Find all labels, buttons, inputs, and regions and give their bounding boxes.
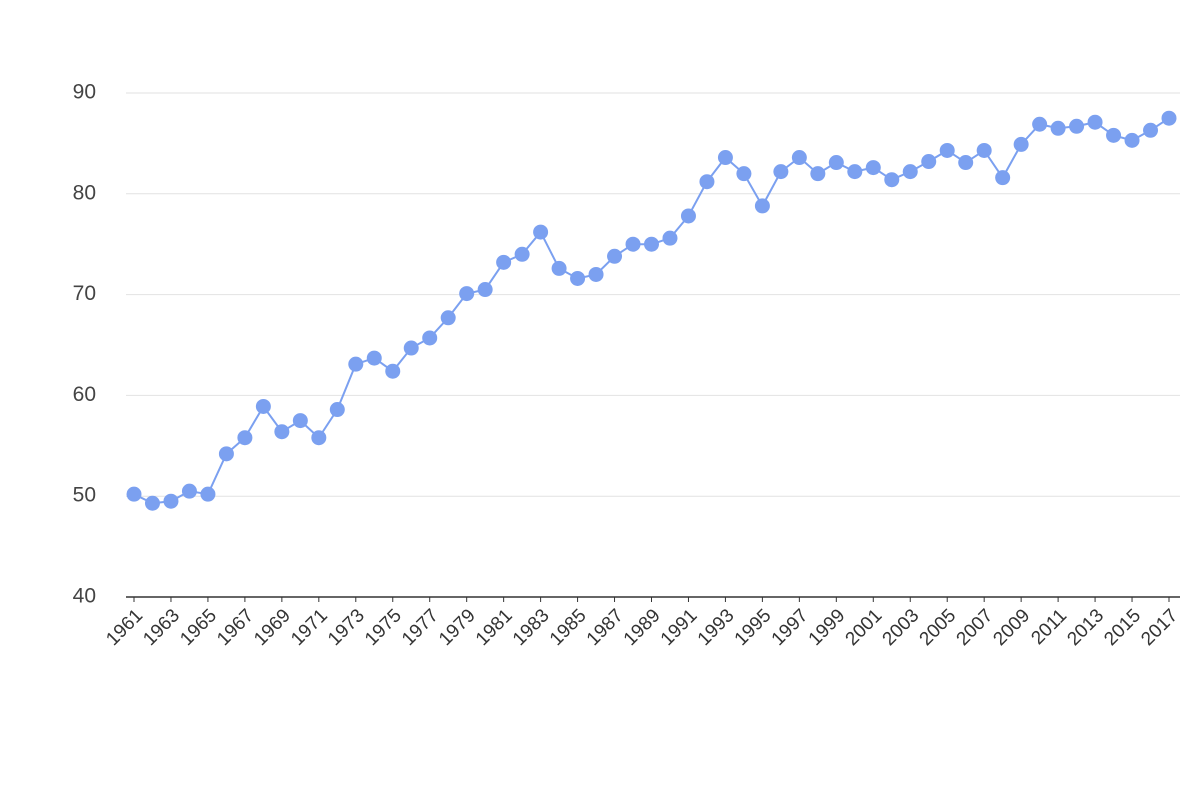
- point: [976, 142, 992, 158]
- x-tick-label: 1995: [731, 605, 776, 650]
- point: [348, 356, 364, 372]
- point: [551, 260, 567, 276]
- point: [163, 493, 179, 509]
- x-tick-label: 1979: [435, 605, 480, 650]
- y-tick-label: 60: [73, 383, 96, 406]
- point: [144, 495, 160, 511]
- point: [588, 266, 604, 282]
- point: [292, 413, 308, 429]
- x-tick-label: 1977: [398, 605, 443, 650]
- x-tick-label: 1993: [694, 605, 739, 650]
- point: [1069, 118, 1085, 134]
- point: [403, 340, 419, 356]
- point: [440, 310, 456, 326]
- x-tick-label: 1971: [287, 605, 332, 650]
- point: [865, 160, 881, 176]
- x-tick-label: 1963: [139, 605, 184, 650]
- x-tick-label: 1997: [768, 605, 813, 650]
- point: [958, 155, 974, 171]
- x-tick-label: 2013: [1063, 605, 1108, 650]
- point: [274, 424, 290, 440]
- point: [570, 270, 586, 286]
- point: [366, 350, 382, 366]
- x-tick-label: 1987: [583, 605, 628, 650]
- x-tick-label: 2003: [879, 605, 924, 650]
- x-tick-label: 1967: [213, 605, 258, 650]
- point: [828, 155, 844, 171]
- point: [607, 248, 623, 264]
- point: [311, 430, 327, 446]
- x-tick-label: 1985: [546, 605, 591, 650]
- x-tick-label: 2001: [842, 605, 887, 650]
- y-tick-label: 80: [73, 181, 96, 204]
- point: [680, 208, 696, 224]
- point: [902, 164, 918, 180]
- point: [385, 363, 401, 379]
- point: [699, 174, 715, 190]
- point: [126, 486, 142, 502]
- point: [459, 286, 475, 302]
- point: [847, 164, 863, 180]
- point: [1013, 136, 1029, 152]
- x-tick-label: 1969: [250, 605, 295, 650]
- point: [1032, 116, 1048, 132]
- x-tick-label: 1983: [509, 605, 554, 650]
- point: [1124, 132, 1140, 148]
- x-tick-label: 1981: [472, 605, 517, 650]
- point: [1161, 110, 1177, 126]
- x-tick-label: 2005: [916, 605, 961, 650]
- point: [1106, 127, 1122, 143]
- y-tick-label: 40: [73, 585, 96, 608]
- x-tick-label: 1961: [102, 605, 147, 650]
- y-tick-label: 50: [73, 484, 96, 507]
- point: [625, 236, 641, 252]
- point: [662, 230, 678, 246]
- point: [810, 166, 826, 182]
- point: [255, 398, 271, 414]
- x-tick-label: 2007: [953, 605, 998, 650]
- x-tick-label: 2009: [989, 605, 1034, 650]
- point: [533, 224, 549, 240]
- point: [736, 166, 752, 182]
- y-tick-label: 90: [73, 81, 96, 104]
- point: [791, 150, 807, 166]
- point: [1087, 114, 1103, 130]
- x-tick-label: 2017: [1137, 605, 1182, 650]
- point: [181, 483, 197, 499]
- point: [1143, 122, 1159, 138]
- x-tick-label: 2011: [1027, 605, 1071, 649]
- x-tick-label: 1991: [657, 605, 702, 650]
- point: [514, 246, 530, 262]
- y-tick-label: 70: [73, 282, 96, 305]
- line: [133, 117, 1170, 505]
- point: [329, 402, 345, 418]
- point: [496, 254, 512, 270]
- point: [939, 142, 955, 158]
- point: [995, 170, 1011, 186]
- point: [884, 172, 900, 188]
- x-tick-label: 1965: [176, 605, 221, 650]
- point: [200, 486, 216, 502]
- x-tick-label: 1999: [805, 605, 850, 650]
- point: [477, 282, 493, 298]
- point: [422, 330, 438, 346]
- point: [237, 430, 253, 446]
- point: [754, 198, 770, 214]
- point: [644, 236, 659, 252]
- point: [921, 154, 937, 170]
- x-tick-label: 1989: [620, 605, 665, 650]
- point: [717, 150, 733, 166]
- point: [1050, 120, 1066, 136]
- x-tick-label: 2015: [1100, 605, 1145, 650]
- point: [773, 164, 789, 180]
- x-tick-label: 1973: [324, 605, 369, 650]
- point: [218, 446, 234, 462]
- x-tick-label: 1975: [361, 605, 406, 650]
